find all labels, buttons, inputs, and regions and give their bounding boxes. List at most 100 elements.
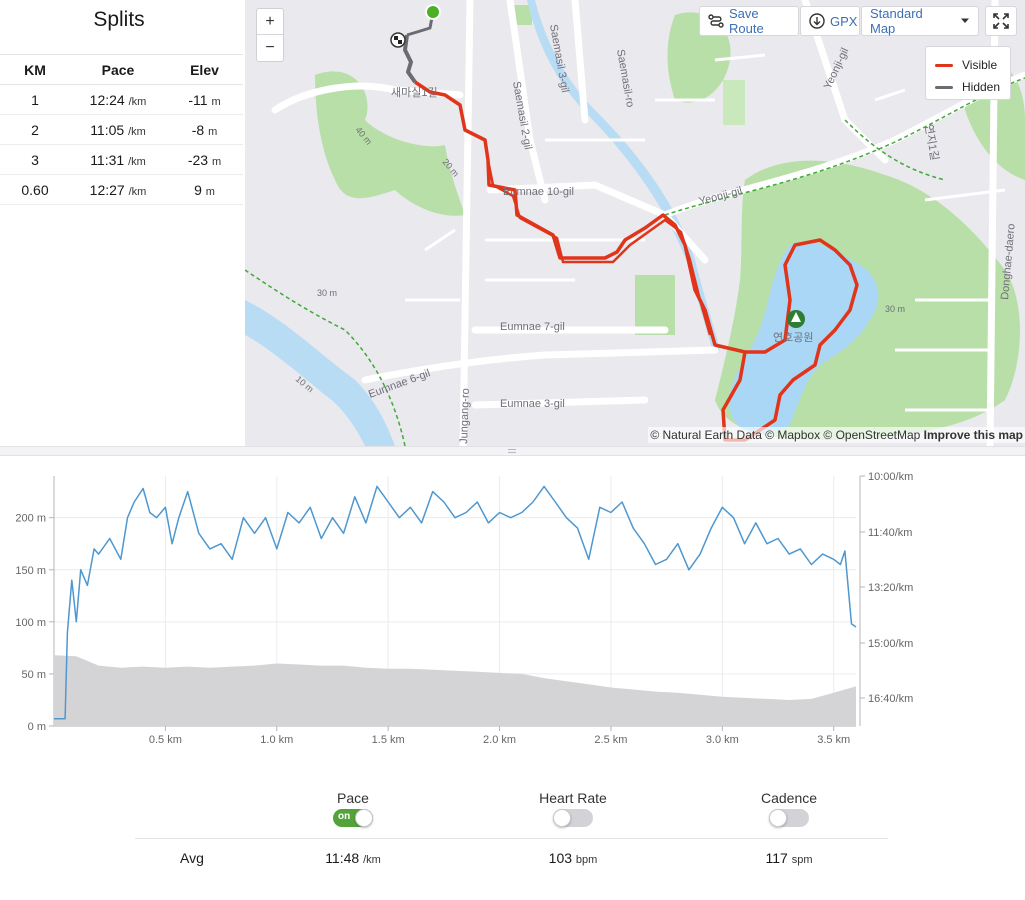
gpx-button[interactable]: GPX — [800, 6, 860, 36]
pace-line — [54, 485, 857, 720]
fullscreen-button[interactable] — [985, 6, 1017, 36]
x-tick-label: 3.5 km — [817, 734, 850, 746]
avg-cadence: 117 spm — [719, 850, 859, 866]
heart-rate-toggle[interactable] — [553, 809, 593, 827]
split-elev: -23 m — [166, 144, 243, 175]
split-km: 1 — [0, 84, 70, 115]
map-label-donghae: Donghae-daero — [999, 223, 1018, 300]
legend-visible-label: Visible — [962, 58, 998, 72]
split-elev-value: 9 — [194, 181, 202, 198]
sports-field — [635, 275, 675, 335]
legend-hidden: Hidden — [935, 76, 1010, 98]
panel-resize-handle[interactable] — [0, 446, 1025, 456]
splits-header-elev: Elev — [166, 54, 243, 85]
save-route-button[interactable]: Save Route — [699, 6, 799, 36]
y-left-tick-label: 0 m — [28, 721, 46, 733]
save-route-label: Save Route — [729, 6, 764, 36]
y-right-tick-label: 16:40/km — [868, 693, 913, 705]
road-eumnae6 — [361, 346, 719, 384]
y-right-tick-label: 15:00/km — [868, 638, 913, 650]
x-tick-label: 1.5 km — [372, 734, 405, 746]
legend-visible: Visible — [935, 54, 1010, 76]
road-saemasil3 — [571, 0, 589, 124]
route-start-marker[interactable] — [425, 4, 441, 20]
bike-path-yeonji — [664, 77, 1025, 216]
split-pace: 11:31 /km — [70, 144, 166, 175]
metric-heart-rate-label: Heart Rate — [539, 790, 607, 806]
stream-central — [527, 0, 720, 352]
map-canvas[interactable]: Saemasil 2-gil Saemasil 3-gil Saemasil-r… — [245, 0, 1025, 446]
split-elev-unit: m — [205, 185, 215, 198]
route-legend: Visible Hidden — [925, 46, 1011, 100]
metric-pace-label: Pace — [337, 790, 369, 806]
x-tick-label: 0.5 km — [149, 734, 182, 746]
improve-map-link[interactable]: Improve this map — [923, 428, 1023, 442]
x-tick-label: 1.0 km — [260, 734, 293, 746]
map-label-elev30: 30 m — [317, 288, 337, 298]
gpx-label: GPX — [830, 13, 858, 29]
road-saemasil2 — [506, 0, 549, 204]
route-hidden — [403, 34, 417, 84]
route-map[interactable]: Saemasil 2-gil Saemasil 3-gil Saemasil-r… — [245, 0, 1025, 446]
legend-hidden-swatch — [935, 85, 953, 89]
split-row: 1 12:24 /km -11 m — [0, 84, 243, 115]
y-right-tick-label: 11:40/km — [868, 527, 912, 539]
map-label-saemasilro: Saemasil-ro — [614, 48, 636, 108]
zoom-in-button[interactable]: + — [257, 9, 283, 35]
avg-label: Avg — [180, 850, 204, 866]
road-eumnae3 — [471, 396, 649, 409]
stats-divider — [135, 838, 888, 839]
avg-heart-rate-value: 103 — [548, 850, 573, 866]
splits-panel: Splits KM Pace Elev 1 12:24 /km -11 m 2 11:0… — [0, 0, 245, 446]
minor-streets — [405, 53, 1006, 412]
park-area-west — [315, 71, 465, 216]
split-pace: 12:24 /km — [70, 84, 166, 115]
split-km: 3 — [0, 144, 70, 175]
avg-heart-rate-unit: bpm — [575, 854, 598, 866]
elevation-pace-chart: 0 m 50 m 100 m 150 m 200 m 0.5 km 1.0 km 1.5 km… — [0, 456, 1025, 756]
map-style-value: Standard Map — [870, 6, 923, 36]
split-pace-value: 12:24 — [89, 91, 125, 108]
stats-panel: Pace on Heart Rate Cadence Avg 11:48 /km… — [0, 760, 1025, 900]
split-row: 0.60 12:27 /km 9 m — [0, 174, 243, 205]
splits-header-row: KM Pace Elev — [0, 54, 243, 85]
map-style-select[interactable]: Standard Map — [861, 6, 979, 36]
river-southwest — [245, 300, 395, 446]
legend-visible-swatch — [935, 63, 953, 67]
route-hidden-start — [406, 11, 435, 37]
map-label-saemasil2: Saemasil 2-gil — [510, 80, 534, 150]
elevation-area — [54, 655, 856, 726]
metric-cadence: Cadence — [719, 790, 859, 827]
route-finish-marker[interactable] — [390, 32, 406, 48]
y-left-tick-label: 200 m — [15, 513, 46, 525]
map-label-yeonji: Yeonji-gil — [698, 185, 744, 208]
legend-hidden-label: Hidden — [962, 80, 1001, 94]
cadence-toggle[interactable] — [769, 809, 809, 827]
y-left-tick-label: 100 m — [15, 617, 46, 629]
map-label-eumnae7: Eumnae 7-gil — [500, 321, 565, 333]
map-label-yeonji1: 연지1길 — [922, 123, 941, 161]
splits-header-km: KM — [0, 54, 70, 85]
y-right-tick-label: 10:00/km — [868, 471, 913, 483]
fullscreen-icon — [993, 13, 1009, 29]
pace-toggle[interactable]: on — [333, 809, 373, 827]
x-tick-label: 2.5 km — [594, 734, 627, 746]
split-pace-value: 11:05 — [90, 121, 125, 138]
bike-path-north — [844, 119, 946, 181]
zoom-out-button[interactable]: − — [265, 39, 275, 56]
split-pace: 11:05 /km — [70, 114, 166, 145]
split-pace-unit: /km — [128, 155, 146, 168]
metric-pace: Pace on — [283, 790, 423, 827]
y-left-tick-label: 150 m — [15, 565, 46, 577]
zoom-control: + − — [256, 8, 284, 62]
split-row: 2 11:05 /km -8 m — [0, 114, 243, 145]
splits-header-pace: Pace — [70, 54, 166, 85]
splits-body: 1 12:24 /km -11 m 2 11:05 /km -8 m 3 11:31 /km -… — [0, 84, 243, 205]
yeonho-lake — [729, 241, 879, 434]
split-elev-unit: m — [208, 125, 218, 138]
split-km: 0.60 — [0, 174, 70, 205]
heart-rate-toggle-knob — [553, 809, 571, 827]
pace-toggle-knob — [355, 809, 373, 827]
x-tick-label: 3.0 km — [706, 734, 739, 746]
route-icon — [708, 14, 724, 28]
